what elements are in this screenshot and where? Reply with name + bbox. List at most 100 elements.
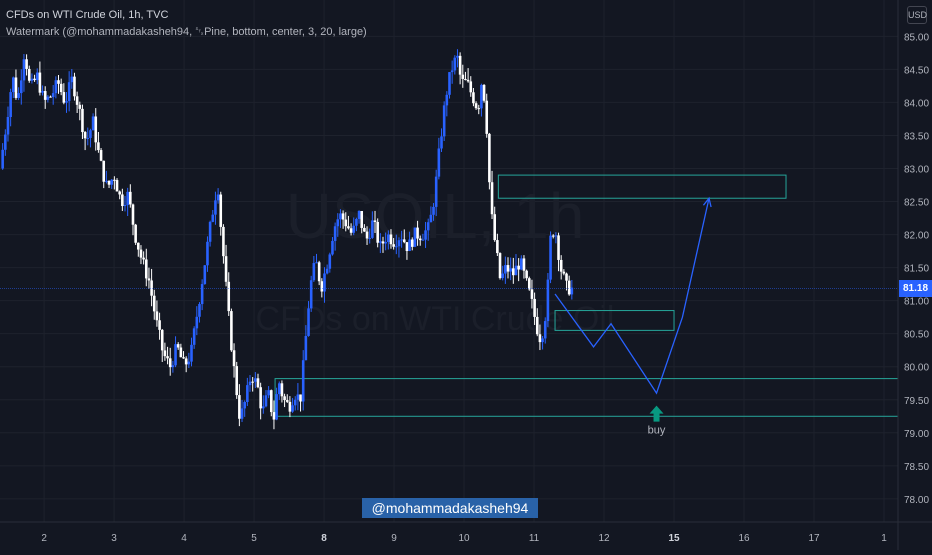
candle-body — [285, 400, 289, 402]
legend-symbol-title[interactable]: CFDs on WTI Crude Oil, 1h, TVC — [6, 9, 169, 21]
candle-body — [155, 311, 159, 321]
price-tick-label: 85.00 — [904, 32, 929, 43]
candle-body — [126, 191, 129, 205]
current-price-badge: 81.18 — [899, 280, 932, 298]
candle-body — [413, 227, 417, 247]
candle-body — [187, 361, 191, 365]
candle-body — [43, 91, 47, 100]
candle-body — [232, 350, 236, 367]
candle-body — [254, 378, 257, 382]
candle-body — [46, 96, 50, 100]
candle-body — [208, 221, 212, 242]
candle-body — [387, 234, 390, 243]
candle-body — [11, 77, 15, 93]
candle-body — [144, 259, 148, 279]
candle-body — [389, 234, 393, 245]
candle-body — [317, 262, 321, 282]
time-tick-label: 1 — [881, 533, 887, 544]
candle-body — [192, 328, 196, 345]
candle-body — [405, 242, 409, 251]
candle-body — [315, 262, 318, 264]
candles — [1, 49, 574, 430]
candle-body — [240, 408, 244, 419]
candle-body — [469, 81, 473, 93]
candle-body — [166, 356, 169, 359]
price-tick-label: 82.50 — [904, 198, 929, 209]
candle-body — [184, 358, 188, 365]
candle-body — [129, 191, 132, 205]
candle-body — [4, 134, 7, 150]
candle-body — [168, 358, 172, 368]
candle-body — [91, 116, 95, 131]
candle-body — [488, 133, 491, 183]
candle-body — [158, 320, 161, 330]
candle-body — [22, 59, 26, 81]
candle-body — [485, 100, 489, 134]
candle-body — [535, 316, 539, 335]
candle-body — [293, 399, 297, 406]
projection-path[interactable] — [554, 198, 710, 395]
candle-body — [275, 394, 278, 420]
candle-body — [323, 273, 326, 292]
candle-body — [150, 280, 153, 296]
candle-body — [113, 179, 116, 181]
candle-body — [554, 235, 558, 237]
price-tick-label: 79.00 — [904, 429, 929, 440]
candle-body — [562, 271, 566, 274]
candle-body — [62, 92, 66, 103]
candle-body — [49, 96, 52, 98]
candle-body — [477, 108, 481, 110]
candle-body — [384, 242, 387, 244]
price-tick-label: 81.50 — [904, 264, 929, 275]
candle-body — [482, 84, 486, 101]
candle-body — [269, 390, 273, 413]
candle-body — [400, 239, 403, 241]
time-tick-label: 10 — [458, 533, 470, 544]
candle-body — [490, 182, 494, 215]
candle-body — [331, 240, 334, 255]
candle-body — [272, 412, 276, 420]
candle-body — [81, 108, 84, 133]
legend-indicator-line[interactable]: Watermark (@mohammadakasheh94, ␂Pine, bo… — [6, 26, 367, 38]
candle-body — [559, 259, 563, 272]
candle-body — [402, 239, 406, 243]
candle-body — [267, 390, 270, 396]
candle-body — [520, 258, 523, 270]
candle-body — [33, 78, 36, 81]
chart-legend: CFDs on WTI Crude Oil, 1h, TVC Watermark… — [6, 7, 367, 41]
price-axis: 85.00 84.50 84.00 83.50 83.00 82.50 82.00 81.50… — [897, 0, 929, 550]
candle-body — [137, 242, 140, 250]
candle-body — [123, 204, 127, 207]
candle-body — [243, 401, 246, 409]
candle-body — [224, 256, 228, 282]
candle-body — [230, 311, 233, 351]
time-tick-label: 12 — [598, 533, 610, 544]
candle-body — [448, 72, 451, 95]
currency-button[interactable]: USD — [907, 6, 927, 24]
candle-body — [256, 378, 260, 388]
candle-body — [466, 79, 470, 82]
candle-body — [381, 241, 385, 244]
time-axis: 2 3 4 5 8 9 10 11 12 15 16 17 1 — [0, 521, 932, 544]
near-demand-zone[interactable] — [554, 310, 675, 331]
candle-body — [70, 76, 74, 83]
upper-supply-zone[interactable] — [497, 174, 787, 199]
price-tick-label: 78.50 — [904, 462, 929, 473]
candle-body — [530, 289, 534, 299]
projection: buy — [554, 196, 712, 437]
candle-body — [163, 350, 167, 357]
candle-body — [376, 221, 379, 243]
candle-body — [246, 385, 249, 402]
candle-body — [78, 104, 82, 109]
candle-body — [368, 237, 371, 239]
buy-arrow-icon[interactable] — [649, 405, 664, 422]
candle-body — [97, 142, 100, 151]
candle-body — [41, 91, 44, 93]
candle-body — [139, 249, 143, 258]
candle-body — [567, 280, 571, 295]
candle-body — [14, 77, 18, 98]
candle-body — [211, 214, 215, 222]
time-tick-label: 11 — [529, 533, 540, 544]
